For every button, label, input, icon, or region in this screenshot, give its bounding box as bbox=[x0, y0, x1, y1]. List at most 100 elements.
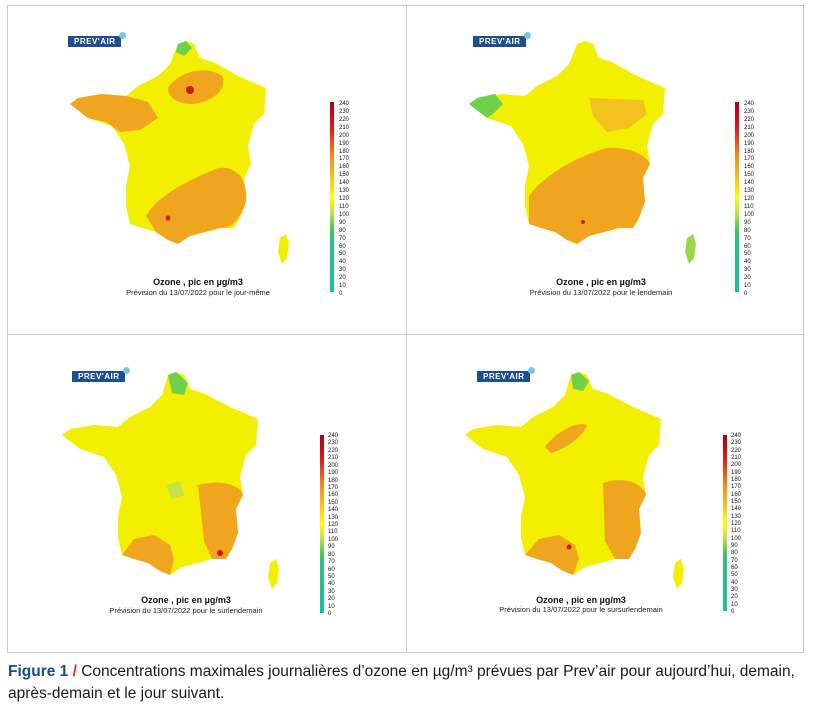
zone-north-orange-band bbox=[545, 424, 587, 453]
scale-tick-label: 180 bbox=[339, 148, 350, 155]
prevair-logo: PREV'AIR bbox=[68, 32, 127, 47]
scale-tick-label: 170 bbox=[731, 484, 742, 491]
panel-title: Ozone , pic en µg/m3 bbox=[141, 595, 231, 605]
scale-tick-label: 70 bbox=[339, 235, 346, 242]
scale-tick-label: 100 bbox=[731, 535, 742, 542]
hotspot-marseille bbox=[217, 550, 223, 556]
scale-tick-label: 230 bbox=[339, 108, 350, 115]
scale-tick-label: 160 bbox=[328, 492, 339, 499]
zone-north-green bbox=[168, 372, 188, 395]
scale-tick-label: 130 bbox=[731, 513, 742, 520]
panel-subtitle: Prévision du 13/07/2022 pour le sursurle… bbox=[499, 605, 663, 614]
scale-tick-label: 220 bbox=[339, 116, 350, 123]
scale-tick-label: 120 bbox=[339, 196, 350, 202]
scale-tick-label: 130 bbox=[328, 514, 339, 521]
scale-tick-label: 200 bbox=[731, 462, 742, 469]
scale-tick-label: 50 bbox=[744, 251, 751, 258]
logo-dot-icon bbox=[528, 367, 536, 374]
scale-tick-label: 20 bbox=[339, 275, 346, 282]
logo-dot-icon bbox=[119, 32, 127, 39]
scale-tick-label: 210 bbox=[731, 455, 742, 461]
zone-brittany-green bbox=[469, 94, 503, 118]
scale-tick-label: 220 bbox=[328, 447, 339, 454]
figure-grid: PREV'AIR 240 230 220 210 200 190 180 170 160 150 1… bbox=[7, 5, 804, 653]
scale-tick-label: 150 bbox=[744, 172, 755, 179]
scale-tick-label: 40 bbox=[731, 579, 738, 586]
logo-dot-icon bbox=[123, 367, 131, 374]
scale-tick-label: 210 bbox=[744, 124, 755, 131]
zone-center-yellow-green bbox=[166, 481, 184, 499]
scale-tick-label: 90 bbox=[744, 219, 751, 226]
scale-tick-label: 0 bbox=[731, 609, 735, 615]
scale-tick-label: 240 bbox=[744, 101, 755, 107]
scale-tick-label: 20 bbox=[328, 596, 335, 603]
scale-tick-label: 60 bbox=[328, 566, 335, 573]
scale-tick-label: 140 bbox=[744, 180, 755, 187]
panel-subtitle: Prévision du 13/07/2022 pour le jour-mêm… bbox=[126, 288, 270, 297]
scale-tick-label: 200 bbox=[744, 132, 755, 139]
figure-caption: Figure 1 / Concentrations maximales jour… bbox=[8, 661, 808, 705]
scale-tick-label: 180 bbox=[744, 148, 755, 155]
scale-tick-label: 150 bbox=[731, 499, 742, 505]
scale-tick-label: 70 bbox=[731, 557, 738, 564]
scale-tick-label: 10 bbox=[731, 601, 738, 608]
scale-tick-label: 100 bbox=[744, 211, 755, 218]
scale-tick-label: 230 bbox=[744, 108, 755, 115]
hotspot-south bbox=[165, 215, 171, 221]
logo-text: PREV'AIR bbox=[78, 372, 120, 381]
grid-divider-horizontal bbox=[8, 334, 803, 335]
map-panel-tomorrow: PREV'AIR 240 230 220 210 200 190 180 170 160 150 1… bbox=[407, 6, 804, 333]
scale-tick-label: 190 bbox=[731, 469, 742, 476]
scale-tick-label: 170 bbox=[339, 156, 350, 163]
scale-tick-label: 200 bbox=[328, 462, 339, 469]
scale-tick-label: 110 bbox=[744, 203, 754, 210]
scale-tick-label: 30 bbox=[744, 267, 751, 274]
scale-tick-label: 190 bbox=[744, 140, 755, 147]
color-scale-bar bbox=[330, 102, 334, 292]
caption-figure-label: Figure 1 bbox=[8, 663, 69, 680]
scale-tick-label: 30 bbox=[731, 587, 738, 593]
zone-south-orange bbox=[529, 147, 650, 244]
scale-tick-label: 110 bbox=[328, 529, 338, 536]
map-panel-third-day: PREV'AIR 240 230 220 210 200 190 180 170 160 150 1… bbox=[407, 335, 804, 662]
scale-tick-label: 80 bbox=[328, 551, 335, 558]
scale-tick-label: 200 bbox=[339, 132, 350, 139]
logo-text: PREV'AIR bbox=[483, 372, 525, 381]
logo-text: PREV'AIR bbox=[74, 37, 116, 46]
scale-tick-label: 140 bbox=[328, 507, 339, 514]
map-panel-day-after-tomorrow: PREV'AIR 240 230 220 210 200 190 180 170 160 150 1… bbox=[8, 335, 405, 662]
zone-north-green bbox=[176, 41, 192, 56]
scale-tick-label: 120 bbox=[744, 196, 755, 202]
scale-tick-label: 140 bbox=[731, 506, 742, 513]
prevair-logo: PREV'AIR bbox=[473, 32, 532, 47]
scale-tick-label: 70 bbox=[328, 559, 335, 566]
scale-tick-label: 10 bbox=[744, 283, 751, 290]
scale-tick-label: 20 bbox=[744, 275, 751, 282]
france-map bbox=[469, 41, 696, 264]
scale-tick-label: 210 bbox=[328, 455, 339, 462]
scale-tick-label: 80 bbox=[731, 550, 738, 557]
zone-southwest-orange bbox=[525, 535, 579, 575]
scale-tick-label: 60 bbox=[339, 243, 346, 250]
scale-tick-label: 240 bbox=[328, 433, 339, 439]
caption-text: Concentrations maximales journalières d’… bbox=[8, 663, 795, 702]
logo-text: PREV'AIR bbox=[479, 37, 521, 46]
panel-title: Ozone , pic en µg/m3 bbox=[153, 277, 243, 287]
scale-tick-label: 130 bbox=[339, 188, 350, 195]
france-map bbox=[62, 372, 279, 589]
hotspot-south bbox=[581, 220, 585, 224]
scale-tick-label: 100 bbox=[339, 211, 350, 218]
zone-southeast-orange bbox=[198, 482, 243, 559]
corsica bbox=[268, 559, 279, 589]
scale-tick-label: 170 bbox=[744, 156, 755, 163]
scale-tick-label: 90 bbox=[731, 543, 738, 549]
scale-tick-label: 50 bbox=[339, 251, 346, 258]
scale-tick-label: 210 bbox=[339, 124, 350, 131]
corsica bbox=[685, 234, 696, 264]
scale-tick-label: 240 bbox=[731, 433, 742, 439]
zone-center-east-light-orange bbox=[589, 98, 647, 132]
panel-title: Ozone , pic en µg/m3 bbox=[536, 595, 626, 605]
scale-tick-label: 40 bbox=[328, 581, 335, 588]
panel-title: Ozone , pic en µg/m3 bbox=[556, 277, 646, 287]
color-scale-bar bbox=[723, 435, 727, 611]
